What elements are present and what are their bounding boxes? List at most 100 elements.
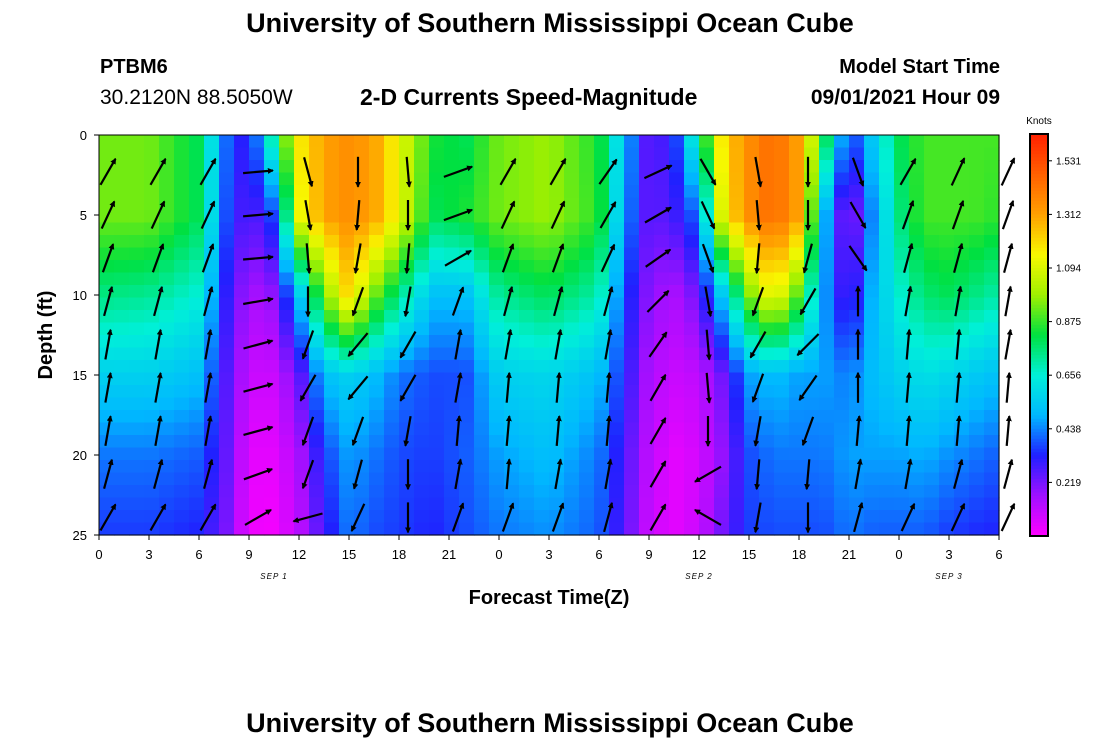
colorbar-segment bbox=[1030, 284, 1048, 289]
heatmap-cell bbox=[264, 385, 280, 399]
heatmap-cell bbox=[189, 335, 205, 349]
heatmap-cell bbox=[549, 185, 565, 199]
heatmap-cell bbox=[714, 435, 730, 449]
current-vector-arrow bbox=[204, 328, 213, 360]
colorbar-segment bbox=[1030, 348, 1048, 353]
heatmap-cell bbox=[534, 360, 550, 374]
x-tick-label: 0 bbox=[95, 547, 102, 562]
heatmap-cell bbox=[309, 422, 325, 436]
heatmap-cell bbox=[399, 410, 415, 424]
heatmap-cell bbox=[669, 285, 685, 299]
heatmap-cell bbox=[699, 135, 715, 149]
heatmap-cell bbox=[399, 272, 415, 286]
heatmap-cell bbox=[759, 310, 775, 324]
heatmap-cell bbox=[234, 260, 250, 274]
heatmap-cell bbox=[774, 435, 790, 449]
heatmap-cell bbox=[804, 347, 820, 361]
heatmap-cell bbox=[534, 322, 550, 336]
current-vector-arrow bbox=[299, 374, 317, 402]
heatmap-cell bbox=[249, 147, 265, 161]
heatmap-cell bbox=[579, 210, 595, 224]
x-tick-label: 3 bbox=[945, 547, 952, 562]
heatmap-cell bbox=[174, 447, 190, 461]
heatmap-cell bbox=[294, 360, 310, 374]
heatmap-cell bbox=[759, 410, 775, 424]
heatmap-cell bbox=[234, 210, 250, 224]
heatmap-cell bbox=[204, 235, 220, 249]
heatmap-cell bbox=[564, 397, 580, 411]
heatmap-cell bbox=[429, 260, 445, 274]
colorbar-segment bbox=[1030, 378, 1048, 383]
colorbar-segment bbox=[1030, 197, 1048, 202]
heatmap-cell bbox=[384, 497, 400, 511]
heatmap-cell bbox=[789, 322, 805, 336]
heatmap-cell bbox=[669, 185, 685, 199]
heatmap-cell bbox=[144, 310, 160, 324]
heatmap-cell bbox=[489, 360, 505, 374]
heatmap-cell bbox=[984, 497, 1000, 511]
heatmap-cell bbox=[654, 347, 670, 361]
heatmap-cell bbox=[909, 172, 925, 186]
heatmap-cell bbox=[609, 222, 625, 236]
heatmap-cell bbox=[129, 185, 145, 199]
heatmap-cell bbox=[639, 497, 655, 511]
current-vector-arrow bbox=[403, 286, 412, 318]
heatmap-cell bbox=[819, 197, 835, 211]
station-id: PTBM6 bbox=[100, 56, 168, 78]
heatmap-cell bbox=[549, 360, 565, 374]
current-vector-arrow bbox=[154, 328, 163, 360]
heatmap-cell bbox=[624, 210, 640, 224]
heatmap-cell bbox=[534, 222, 550, 236]
heatmap-cell bbox=[564, 510, 580, 524]
heatmap-cell bbox=[684, 385, 700, 399]
current-vector-arrow bbox=[754, 459, 761, 491]
heatmap-cell bbox=[954, 285, 970, 299]
heatmap-cell bbox=[969, 497, 985, 511]
heatmap-cell bbox=[759, 472, 775, 486]
heatmap-cell bbox=[564, 422, 580, 436]
colorbar-segment bbox=[1030, 224, 1048, 229]
heatmap-cell bbox=[99, 135, 115, 149]
heatmap-cell bbox=[534, 397, 550, 411]
heatmap-cell bbox=[654, 310, 670, 324]
heatmap-cell bbox=[219, 135, 235, 149]
heatmap-cell bbox=[294, 322, 310, 336]
heatmap-cell bbox=[849, 310, 865, 324]
heatmap-cell bbox=[624, 347, 640, 361]
heatmap-cell bbox=[654, 447, 670, 461]
heatmap-cell bbox=[384, 460, 400, 474]
heatmap-cell bbox=[264, 472, 280, 486]
heatmap-cell bbox=[594, 197, 610, 211]
colorbar-segment bbox=[1030, 482, 1048, 487]
heatmap-cell bbox=[129, 197, 145, 211]
heatmap-cell bbox=[429, 435, 445, 449]
heatmap-cell bbox=[114, 485, 130, 499]
heatmap-cell bbox=[699, 322, 715, 336]
heatmap-cell bbox=[159, 147, 175, 161]
current-vector-arrow bbox=[1001, 199, 1015, 230]
heatmap-cell bbox=[834, 185, 850, 199]
colorbar-segment bbox=[1030, 395, 1048, 400]
heatmap-cell bbox=[609, 410, 625, 424]
heatmap-cell bbox=[534, 185, 550, 199]
y-tick-label: 0 bbox=[80, 128, 87, 143]
heatmap-cell bbox=[189, 347, 205, 361]
colorbar-segment bbox=[1030, 244, 1048, 249]
heatmap-cell bbox=[759, 522, 775, 536]
heatmap-cell bbox=[219, 210, 235, 224]
colorbar-segment bbox=[1030, 519, 1048, 524]
heatmap-cell bbox=[564, 297, 580, 311]
heatmap-cell bbox=[429, 135, 445, 149]
heatmap-cell bbox=[669, 222, 685, 236]
heatmap-cell bbox=[219, 322, 235, 336]
heatmap-cell bbox=[834, 497, 850, 511]
heatmap-cell bbox=[579, 297, 595, 311]
colorbar-segment bbox=[1030, 231, 1048, 236]
heatmap-cell bbox=[579, 135, 595, 149]
heatmap-cell bbox=[684, 322, 700, 336]
heatmap-cell bbox=[834, 347, 850, 361]
heatmap-cell bbox=[519, 235, 535, 249]
heatmap-cell bbox=[609, 485, 625, 499]
heatmap-cell bbox=[369, 322, 385, 336]
x-tick-label: 21 bbox=[842, 547, 856, 562]
